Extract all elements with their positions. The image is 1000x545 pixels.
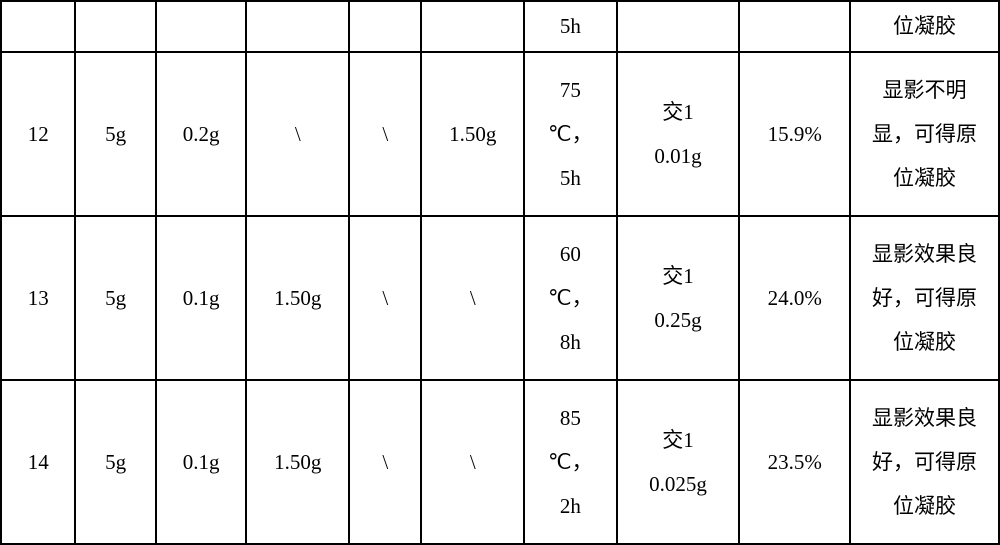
cell — [617, 1, 740, 52]
data-table: 5h 位凝胶 12 5g 0.2g \ \ 1.50g 75℃，5h 交10.0… — [0, 0, 1000, 545]
cell: 0.2g — [156, 52, 247, 216]
table-row: 14 5g 0.1g 1.50g \ \ 85℃，2h 交10.025g 23.… — [1, 380, 999, 544]
table-row: 5h 位凝胶 — [1, 1, 999, 52]
cell: 60℃，8h — [524, 216, 617, 380]
cell: 5g — [75, 216, 155, 380]
cell: 1.50g — [246, 380, 349, 544]
cell: 24.0% — [739, 216, 850, 380]
cell — [246, 1, 349, 52]
cell: \ — [349, 52, 421, 216]
cell: 0.1g — [156, 380, 247, 544]
cell: 5g — [75, 52, 155, 216]
table-row: 12 5g 0.2g \ \ 1.50g 75℃，5h 交10.01g 15.9… — [1, 52, 999, 216]
cell — [1, 1, 75, 52]
cell: \ — [421, 380, 524, 544]
table-body: 5h 位凝胶 12 5g 0.2g \ \ 1.50g 75℃，5h 交10.0… — [1, 1, 999, 544]
cell: 14 — [1, 380, 75, 544]
cell: 显影效果良好，可得原位凝胶 — [850, 380, 999, 544]
cell: 显影效果良好，可得原位凝胶 — [850, 216, 999, 380]
cell: 位凝胶 — [850, 1, 999, 52]
cell: 15.9% — [739, 52, 850, 216]
cell: 交10.01g — [617, 52, 740, 216]
cell: 交10.25g — [617, 216, 740, 380]
cell — [739, 1, 850, 52]
cell — [156, 1, 247, 52]
cell: 交10.025g — [617, 380, 740, 544]
cell: \ — [421, 216, 524, 380]
cell: 0.1g — [156, 216, 247, 380]
cell: \ — [349, 380, 421, 544]
cell — [75, 1, 155, 52]
cell — [349, 1, 421, 52]
cell: 75℃，5h — [524, 52, 617, 216]
cell: 5h — [524, 1, 617, 52]
cell: 1.50g — [246, 216, 349, 380]
table-row: 13 5g 0.1g 1.50g \ \ 60℃，8h 交10.25g 24.0… — [1, 216, 999, 380]
cell — [421, 1, 524, 52]
cell: 12 — [1, 52, 75, 216]
cell: 1.50g — [421, 52, 524, 216]
cell: 13 — [1, 216, 75, 380]
cell: 5g — [75, 380, 155, 544]
cell: \ — [349, 216, 421, 380]
cell: 85℃，2h — [524, 380, 617, 544]
cell: \ — [246, 52, 349, 216]
cell: 显影不明显，可得原位凝胶 — [850, 52, 999, 216]
cell: 23.5% — [739, 380, 850, 544]
